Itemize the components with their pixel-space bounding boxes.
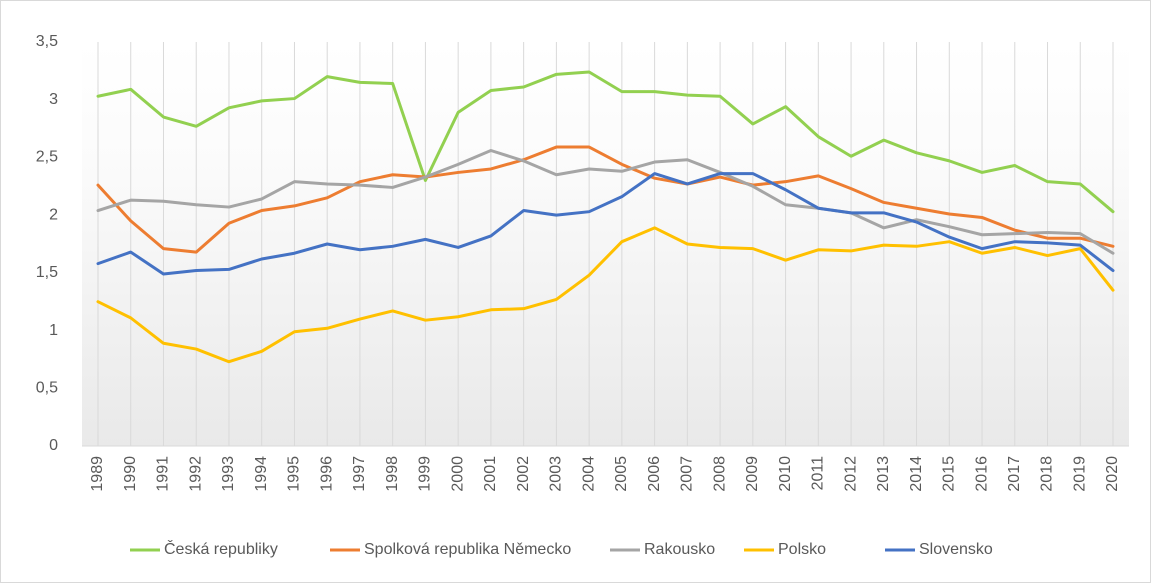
x-tick-label: 2013: [875, 456, 892, 492]
x-tick-label: 1993: [220, 456, 237, 492]
x-tick-label: 2002: [515, 456, 532, 492]
x-tick-label: 1995: [286, 456, 303, 492]
series-line: [96, 226, 1115, 364]
x-tick-label: 1994: [253, 456, 270, 492]
y-tick-label: 0: [49, 437, 58, 454]
y-tick-label: 3: [49, 91, 58, 108]
x-tick-label: 2016: [973, 456, 990, 492]
x-tick-label: 1997: [351, 456, 368, 492]
x-tick-label: 2001: [482, 456, 499, 492]
legend-label: Spolková republika Německo: [364, 541, 571, 558]
x-tick-label: 1996: [318, 456, 335, 492]
x-tick-label: 1992: [187, 456, 204, 492]
x-tick-label: 2014: [908, 456, 925, 492]
y-tick-label: 1,5: [36, 264, 58, 281]
x-tick-label: 2007: [679, 456, 696, 492]
x-tick-label: 1990: [122, 456, 139, 492]
x-tick-label: 1989: [89, 456, 106, 492]
x-tick-label: 2017: [1006, 456, 1023, 492]
x-tick-label: 2006: [646, 456, 663, 492]
legend-label: Slovensko: [919, 541, 993, 558]
x-tick-label: 2015: [941, 456, 958, 492]
legend-label: Česká republiky: [164, 539, 278, 558]
x-tick-label: 2010: [777, 456, 794, 492]
series-line: [96, 172, 1115, 276]
x-tick-label: 1998: [384, 456, 401, 492]
x-tick-label: 2009: [744, 456, 761, 492]
x-tick-label: 2005: [613, 456, 630, 492]
x-tick-label: 2019: [1071, 456, 1088, 492]
x-tick-label: 1999: [417, 456, 434, 492]
x-tick-label: 2012: [842, 456, 859, 492]
y-tick-label: 2,5: [36, 149, 58, 166]
x-tick-label: 2004: [580, 456, 597, 492]
legend-label: Rakousko: [644, 541, 715, 558]
series-line: [96, 145, 1115, 254]
x-tick-label: 2000: [449, 456, 466, 492]
x-tick-label: 2011: [810, 456, 827, 491]
x-tick-label: 2008: [711, 456, 728, 492]
x-tick-label: 1991: [155, 456, 172, 492]
legend-label: Polsko: [778, 541, 826, 558]
y-tick-label: 0,5: [36, 380, 58, 397]
x-tick-label: 2020: [1104, 456, 1121, 492]
x-tick-label: 2003: [548, 456, 565, 492]
y-tick-label: 1: [49, 322, 58, 339]
series-line: [96, 70, 1115, 214]
y-tick-label: 2: [49, 206, 58, 223]
series-line: [96, 149, 1115, 255]
x-tick-label: 2018: [1039, 456, 1056, 492]
y-tick-label: 3,5: [36, 33, 58, 50]
